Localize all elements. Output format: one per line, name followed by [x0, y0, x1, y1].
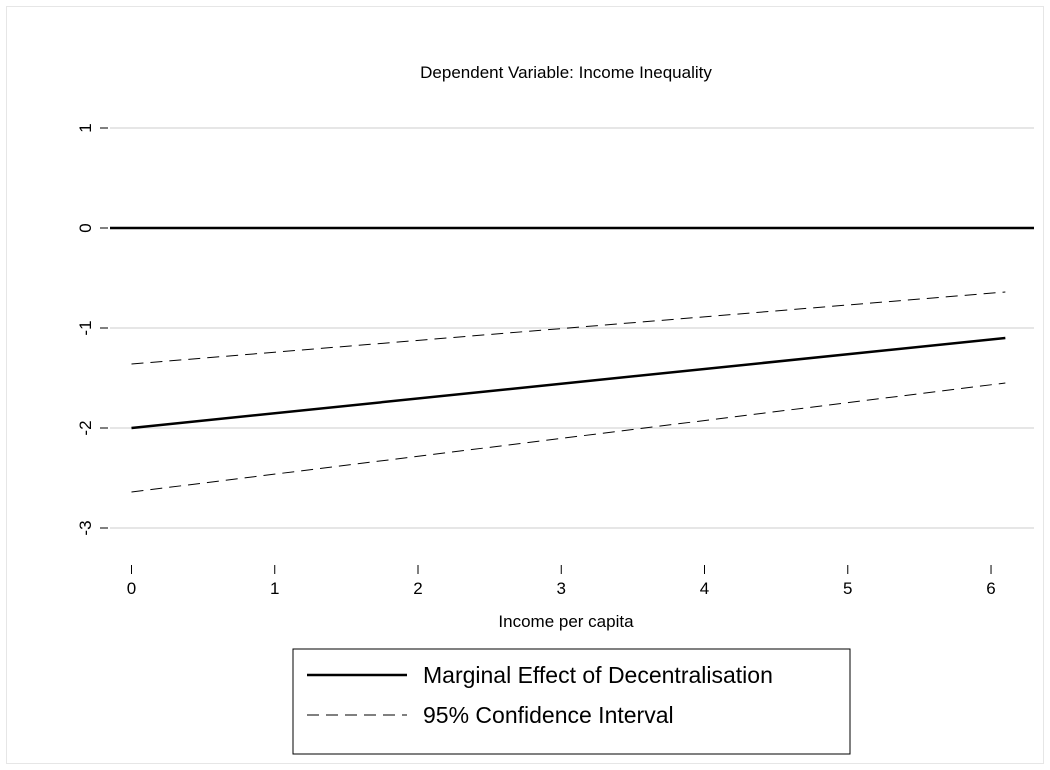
marginal-effect-line	[131, 336, 1006, 430]
x-tick-label-0: 0	[127, 579, 136, 598]
x-tick-label-4: 4	[700, 579, 709, 598]
figure-frame	[6, 6, 1044, 764]
chart-title: Dependent Variable: Income Inequality	[420, 63, 712, 82]
axes-group: -3 -2 -1 0 1 0 1 2 3 4 5 6	[76, 123, 996, 598]
y-tick-label-0: -3	[76, 520, 95, 535]
legend-label-confidence-interval: 95% Confidence Interval	[423, 702, 674, 728]
y-tick-label-2: -1	[76, 320, 95, 335]
x-tick-label-5: 5	[843, 579, 852, 598]
legend-label-marginal-effect: Marginal Effect of Decentralisation	[423, 662, 773, 688]
x-tick-label-2: 2	[413, 579, 422, 598]
y-tick-label-4: 1	[76, 123, 95, 132]
x-tick-label-6: 6	[986, 579, 995, 598]
legend-box	[292, 648, 851, 755]
x-tick-label-3: 3	[557, 579, 566, 598]
y-tick-label-3: 0	[76, 223, 95, 232]
legend: Marginal Effect of Decentralisation 95% …	[292, 648, 851, 755]
ci-lower-line	[131, 382, 1006, 493]
ci-upper-line	[131, 291, 1006, 365]
y-tick-label-1: -2	[76, 420, 95, 435]
x-axis-label: Income per capita	[498, 612, 634, 631]
series-group	[131, 291, 1006, 493]
x-tick-label-1: 1	[270, 579, 279, 598]
